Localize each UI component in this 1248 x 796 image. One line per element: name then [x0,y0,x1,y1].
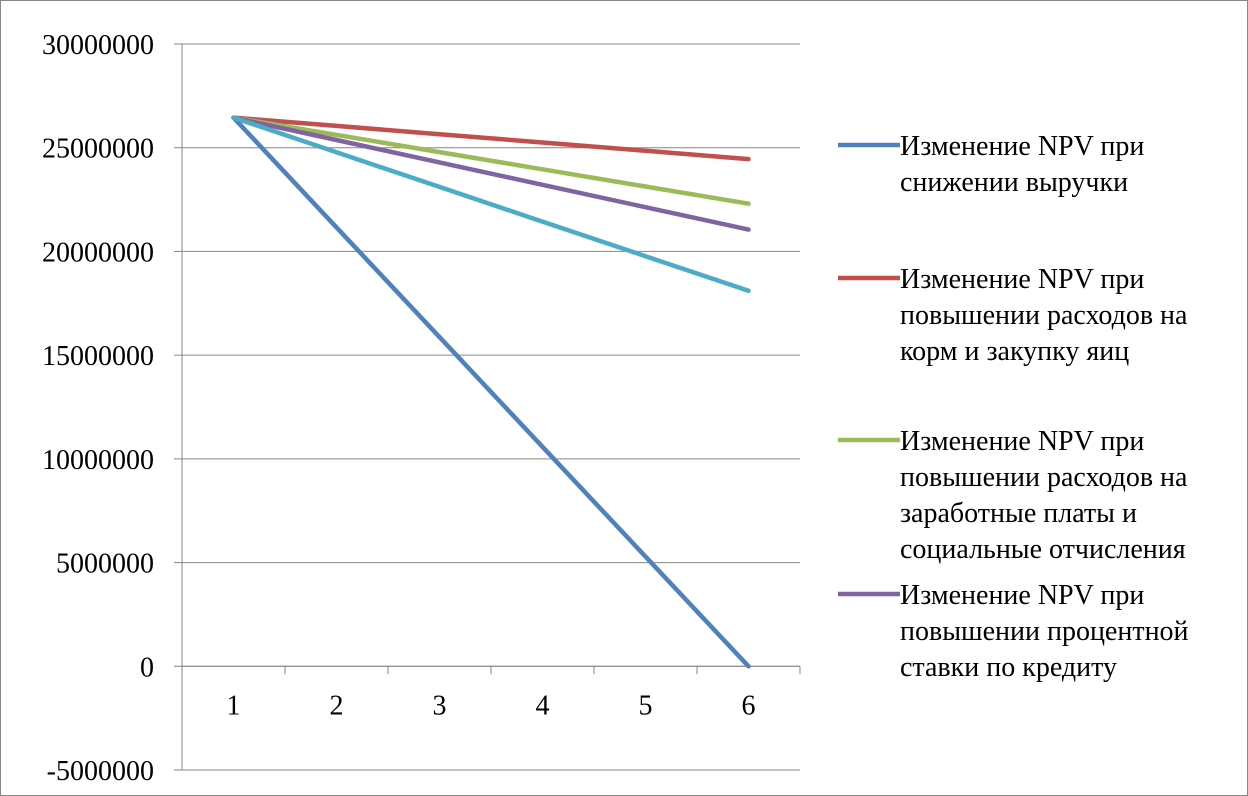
x-tick-label: 2 [330,690,344,721]
legend-label: Изменение NPV при [900,426,1144,457]
legend-label: заработные платы и [900,498,1137,529]
x-tick-label: 5 [639,690,653,721]
x-tick-label: 3 [433,690,447,721]
y-tick-label: 5000000 [56,549,154,580]
legend-label: Изменение NPV при [900,131,1144,162]
legend-label: корм и закупку яиц [900,336,1129,367]
legend-item-4: Изменение NPV при повышении процентной ста… [838,580,1189,683]
axes: -5000000 0 5000000 10000000 15000000 20000000… [42,30,801,787]
legend-label: снижении выручки [900,167,1128,198]
legend-label: повышении процентной [900,616,1189,647]
series-line-5 [231,115,751,294]
y-tick-label: 30000000 [42,30,154,61]
series-line-3 [231,115,751,206]
legend-label: повышении расходов на [900,300,1188,331]
series-lines [231,115,751,669]
legend-label: социальные отчисления [900,534,1186,565]
legend-label: Изменение NPV при [900,264,1144,295]
legend-label: Изменение NPV при [900,580,1144,611]
legend-label: ставки по кредиту [900,652,1117,683]
y-tick-label: 10000000 [42,445,154,476]
series-line-4 [231,115,751,232]
legend-item-3: Изменение NPV при повышении расходов на за… [838,426,1188,565]
y-tick-label: 25000000 [42,134,154,165]
x-tick-label: 6 [742,690,756,721]
y-tick-label: -5000000 [47,756,154,787]
x-tick-label: 4 [536,690,550,721]
series-line-1 [231,115,751,669]
legend-label: повышении расходов на [900,462,1188,493]
series-line-2 [231,115,751,162]
x-tick-label: 1 [227,690,241,721]
y-tick-label: 20000000 [42,237,154,268]
y-tick-label: 0 [140,652,154,683]
y-tick-label: 15000000 [42,341,154,372]
legend-item-1: Изменение NPV при снижении выручки [838,131,1144,198]
legend-item-2: Изменение NPV при повышении расходов на ко… [838,264,1188,367]
